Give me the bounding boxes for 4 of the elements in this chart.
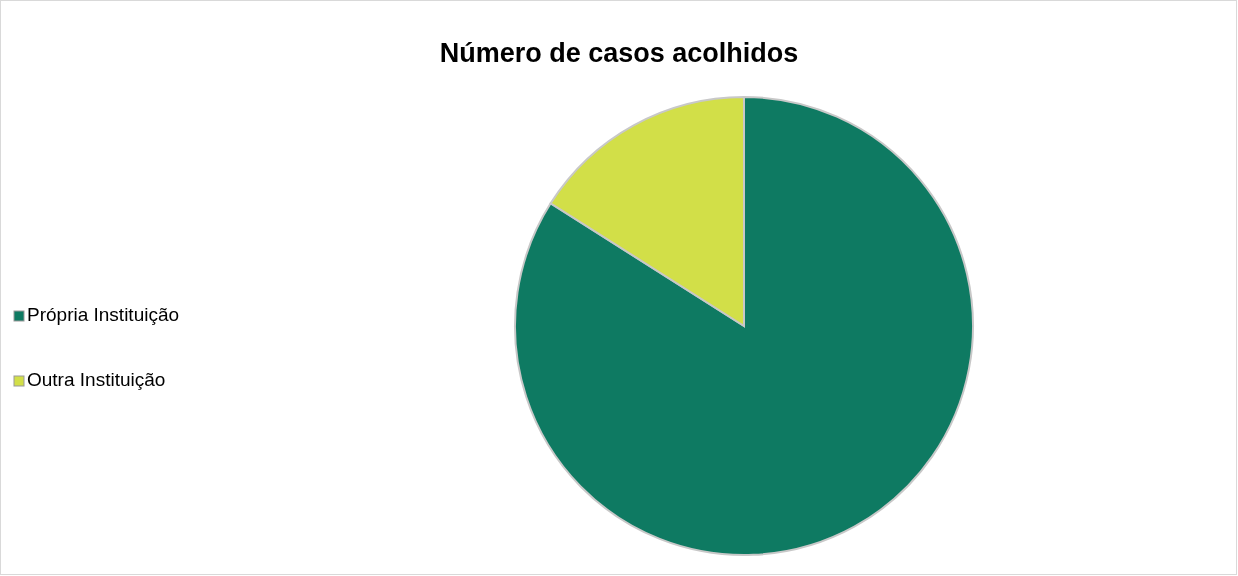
legend-label: Própria Instituição: [27, 304, 180, 325]
pie-slice: [514, 96, 974, 556]
legend-label: Outra Instituição: [27, 369, 166, 390]
chart-title: Número de casos acolhidos: [439, 38, 799, 68]
